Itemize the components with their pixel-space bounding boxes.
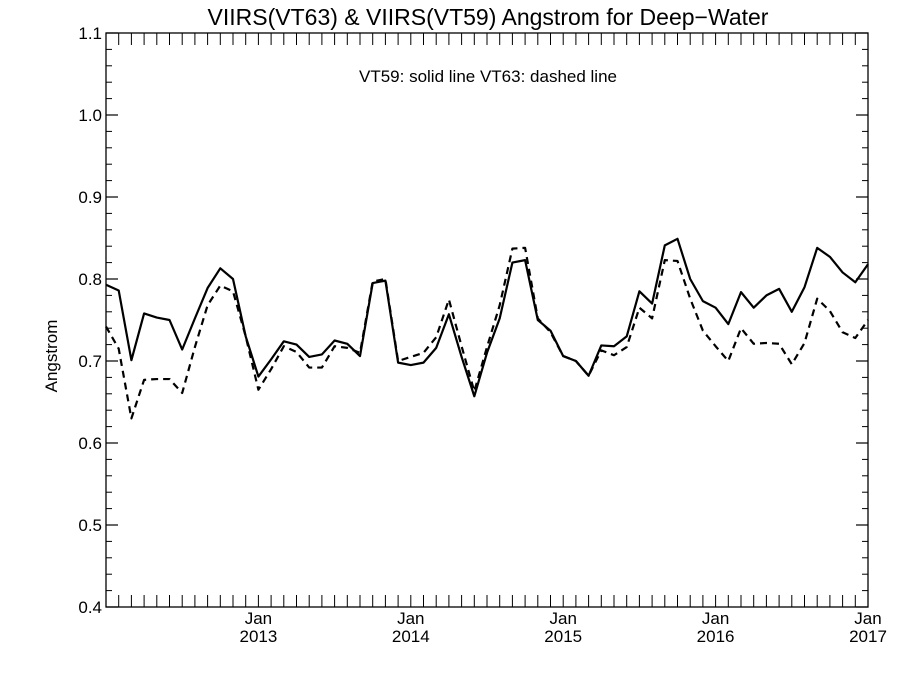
x-tick-year: 2016 [697,627,735,646]
x-tick-month: Jan [397,609,424,628]
legend-annotation: VT59: solid line VT63: dashed line [359,67,617,86]
series-lines [105,237,869,420]
x-tick-year: 2014 [392,627,430,646]
series-line-vt63 [105,246,869,420]
y-tick-label: 0.7 [78,352,102,371]
y-tick-label: 0.6 [78,434,102,453]
y-tick-label: 1.1 [78,24,102,43]
y-tick-label: 0.4 [78,598,102,617]
y-tick-label: 1.0 [78,106,102,125]
x-tick-year: 2013 [239,627,277,646]
chart-title: VIIRS(VT63) & VIIRS(VT59) Angstrom for D… [208,4,769,30]
x-tick-month: Jan [702,609,729,628]
plot-frame [105,32,869,608]
y-tick-label: 0.5 [78,516,102,535]
axis-ticks [105,32,869,608]
series-line-vt59 [105,237,869,398]
x-tick-month: Jan [245,609,272,628]
y-axis-label: Angstrom [42,320,61,393]
tick-labels: 0.40.50.60.70.80.91.01.1Jan2013Jan2014Ja… [78,24,887,646]
x-tick-month: Jan [549,609,576,628]
y-tick-label: 0.8 [78,270,102,289]
y-tick-label: 0.9 [78,188,102,207]
x-tick-year: 2015 [544,627,582,646]
x-tick-year: 2017 [849,627,887,646]
x-tick-month: Jan [854,609,881,628]
